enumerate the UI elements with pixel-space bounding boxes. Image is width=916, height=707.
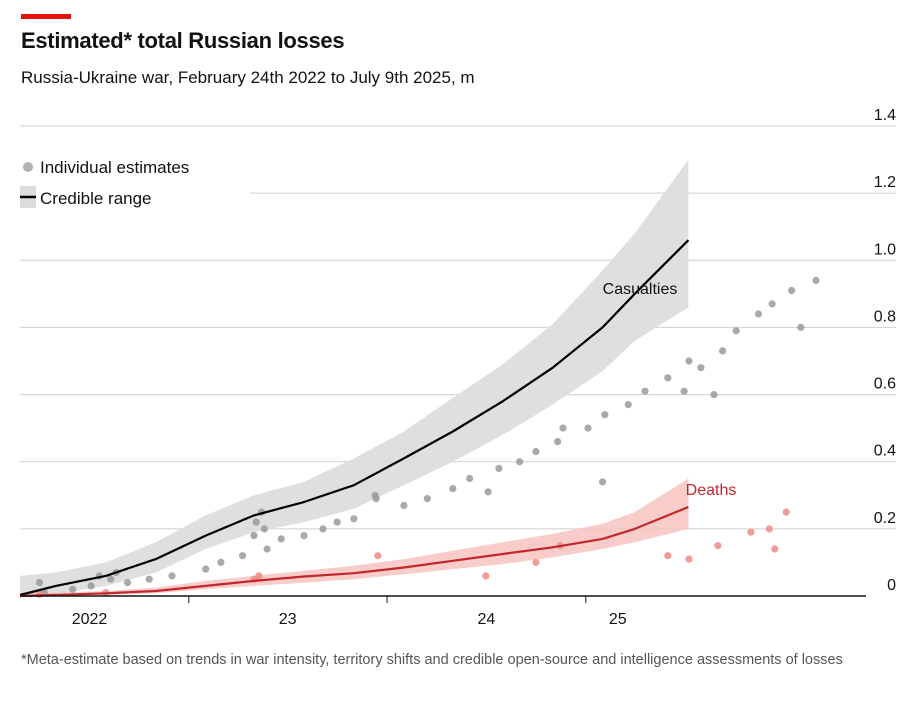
legend-estimates-marker [23, 162, 33, 172]
y-tick-label: 1.0 [874, 241, 896, 258]
casualties-estimate-dot [250, 532, 258, 540]
x-tick-label: 24 [478, 611, 496, 628]
casualties-estimate-dot [680, 387, 688, 395]
series-label-deaths: Deaths [686, 482, 737, 499]
y-tick-label: 0.6 [874, 376, 896, 393]
x-tick-label: 25 [609, 611, 627, 628]
casualties-estimate-dot [559, 424, 567, 432]
deaths-line [19, 505, 689, 598]
casualties-estimate-dot [797, 323, 805, 331]
footnote: *Meta-estimate based on trends in war in… [21, 652, 843, 668]
deaths-estimate-dot [771, 545, 779, 553]
casualties-estimate-dot [719, 347, 727, 355]
casualties-estimate-dot [697, 364, 705, 372]
casualties-estimate-dot [495, 464, 503, 472]
casualties-estimate-dot [263, 545, 271, 553]
y-tick-label: 0 [887, 577, 896, 594]
casualties-estimate-dot [624, 401, 632, 409]
deaths-estimate-dot [685, 555, 693, 563]
casualties-estimate-dot [449, 485, 457, 493]
casualties-estimate-dot [812, 276, 820, 284]
deaths-estimate-dot [532, 558, 540, 567]
deaths-estimate-dot [714, 542, 722, 550]
casualties-estimate-dot [252, 518, 260, 526]
deaths-estimate-dot [374, 552, 382, 560]
casualties-estimate-dot [145, 575, 153, 583]
deaths-estimate-dot [782, 508, 790, 516]
casualties-estimate-dot [300, 532, 308, 540]
y-tick-label: 1.2 [874, 174, 896, 191]
casualties-estimate-dot [239, 552, 247, 560]
casualties-estimate-dot [484, 488, 492, 496]
casualties-estimate-dot [423, 495, 431, 503]
y-tick-label: 0.8 [874, 308, 896, 325]
casualties-estimate-dot [601, 411, 609, 419]
casualties-estimate-dot [768, 300, 776, 308]
legend-range-label: Credible range [40, 189, 152, 208]
x-tick-label: 23 [279, 611, 297, 628]
casualties-estimate-dot [87, 582, 95, 590]
legend: Individual estimates Credible range [18, 152, 250, 212]
casualties-estimate-dot [466, 474, 474, 483]
casualties-estimate-dot [202, 565, 210, 573]
chart-subtitle: Russia-Ukraine war, February 24th 2022 t… [21, 68, 475, 87]
casualties-estimate-dot [260, 525, 268, 533]
series-lines [19, 239, 690, 598]
casualties-estimate-dot [554, 438, 562, 446]
y-tick-label: 0.4 [874, 443, 896, 460]
casualties-estimate-dot [372, 495, 380, 503]
casualties-estimate-dot [584, 424, 592, 432]
chart-title: Estimated* total Russian losses [21, 28, 345, 53]
x-axis: 2022 23 24 25 [20, 595, 866, 628]
casualties-estimate-dot [400, 501, 408, 509]
series-label-casualties: Casualties [603, 281, 678, 298]
casualties-estimate-dot [516, 458, 524, 466]
casualties-estimate-dot [599, 478, 607, 486]
casualties-estimate-dot [217, 558, 225, 567]
casualties-estimate-dot [69, 585, 77, 593]
casualties-estimate-dot [168, 572, 176, 580]
casualties-estimate-dot [350, 515, 358, 523]
individual-estimate-dots [35, 276, 820, 598]
deaths-estimate-dot [747, 528, 755, 536]
casualties-estimate-dot [664, 374, 672, 382]
casualties-estimate-dot [107, 575, 115, 583]
casualties-estimate-dot [710, 391, 718, 399]
deaths-estimate-dot [255, 572, 263, 580]
casualties-estimate-dot [641, 387, 649, 395]
casualties-estimate-dot [732, 327, 740, 335]
deaths-estimate-dot [765, 525, 773, 533]
y-axis-tick-labels: 0 0.2 0.4 0.6 0.8 1.0 1.2 1.4 [874, 107, 896, 594]
casualties-estimate-dot [333, 518, 341, 526]
casualties-estimate-dot [35, 579, 44, 587]
legend-estimates-label: Individual estimates [40, 158, 189, 177]
casualties-line [19, 239, 690, 597]
brand-red-bar [21, 14, 71, 19]
y-tick-label: 1.4 [874, 107, 896, 124]
chart-area: 0 0.2 0.4 0.6 0.8 1.0 1.2 1.4 2022 23 24 25 Indivi… [18, 107, 896, 628]
casualties-estimate-dot [277, 535, 285, 543]
casualties-estimate-dot [754, 310, 763, 318]
casualties-estimate-dot [319, 525, 327, 533]
deaths-estimate-dot [664, 552, 672, 560]
deaths-estimate-dot [482, 572, 490, 580]
casualties-estimate-dot [532, 448, 540, 456]
casualties-credible-range [20, 159, 689, 596]
x-tick-label: 2022 [72, 611, 108, 628]
casualties-estimate-dot [685, 357, 693, 365]
casualties-estimate-dot [123, 579, 132, 587]
casualties-estimate-dot [788, 286, 796, 295]
y-tick-label: 0.2 [874, 510, 896, 527]
legend-background [18, 152, 250, 212]
credible-range-bands [20, 159, 689, 596]
